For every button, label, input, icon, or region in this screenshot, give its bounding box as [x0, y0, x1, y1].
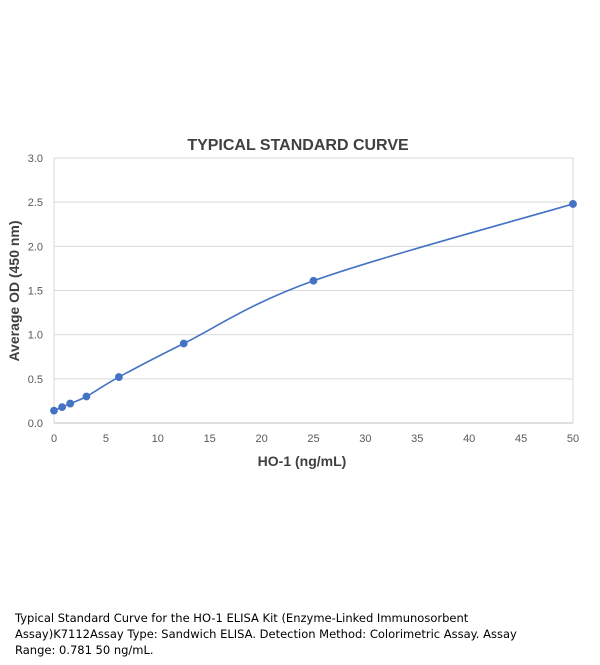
gridlines [53, 157, 574, 423]
x-tick-label-50: 50 [567, 433, 579, 445]
y-tick-label-0.5: 0.5 [28, 374, 43, 386]
chart-container: TYPICAL STANDARD CURVE 0.0 0.5 1.0 1.5 2.0 2.… [6, 137, 579, 469]
x-tick-label-35: 35 [411, 433, 423, 445]
data-point-0-0 [50, 406, 58, 415]
x-tick-label-40: 40 [463, 433, 475, 445]
y-tick-label-2.5: 2.5 [28, 197, 43, 209]
data-point-0-2 [66, 399, 75, 408]
data-point-0-3 [82, 392, 91, 401]
x-tick-label-0: 0 [51, 433, 57, 445]
x-tick-label-20: 20 [255, 433, 267, 445]
standard-curve-chart: TYPICAL STANDARD CURVE 0.0 0.5 1.0 1.5 2.0 2.… [6, 137, 579, 469]
data-series [50, 200, 577, 415]
x-tick-label-10: 10 [152, 433, 164, 445]
x-tick-label-25: 25 [307, 433, 319, 445]
x-axis-label: HO-1 (ng/mL) [258, 453, 347, 469]
data-point-0-1 [58, 403, 67, 412]
y-tick-label-0.0: 0.0 [28, 418, 43, 430]
y-tick-label-1.0: 1.0 [28, 330, 43, 342]
data-point-0-6 [309, 276, 318, 285]
y-tick-label-2.0: 2.0 [28, 241, 43, 253]
y-tick-label-3.0: 3.0 [28, 153, 43, 165]
x-tick-label-15: 15 [204, 433, 216, 445]
y-tick-labels: 0.0 0.5 1.0 1.5 2.0 2.5 3.0 [28, 153, 43, 430]
x-tick-label-30: 30 [359, 433, 371, 445]
y-tick-label-1.5: 1.5 [28, 286, 43, 298]
data-point-0-4 [114, 373, 123, 381]
x-tick-label-45: 45 [515, 433, 527, 445]
x-tick-labels: 0 5 10 15 20 25 30 35 40 45 50 [51, 433, 579, 445]
data-point-0-5 [179, 339, 188, 348]
y-axis-label: Average OD (450 nm) [6, 220, 22, 361]
x-tick-label-5: 5 [103, 433, 109, 445]
series-line-0 [53, 203, 574, 412]
chart-title: TYPICAL STANDARD CURVE [187, 137, 409, 154]
figure-caption: Typical Standard Curve for the HO-1 ELIS… [15, 611, 517, 657]
data-point-0-7 [569, 200, 577, 208]
